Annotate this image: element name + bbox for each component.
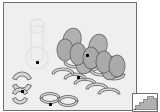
Polygon shape: [58, 96, 78, 101]
Ellipse shape: [83, 47, 99, 69]
Polygon shape: [58, 101, 78, 107]
Polygon shape: [40, 98, 60, 103]
Polygon shape: [74, 78, 96, 84]
FancyBboxPatch shape: [3, 2, 136, 110]
Polygon shape: [98, 88, 120, 94]
Ellipse shape: [57, 39, 73, 61]
Polygon shape: [12, 98, 28, 104]
Polygon shape: [77, 66, 99, 72]
Ellipse shape: [102, 56, 120, 80]
Polygon shape: [13, 72, 31, 80]
Ellipse shape: [63, 28, 81, 52]
FancyBboxPatch shape: [132, 93, 157, 111]
Ellipse shape: [89, 34, 107, 58]
Polygon shape: [64, 73, 86, 79]
Polygon shape: [86, 83, 108, 89]
Polygon shape: [90, 70, 112, 76]
Polygon shape: [52, 68, 74, 74]
Polygon shape: [64, 62, 86, 68]
Polygon shape: [103, 74, 125, 80]
Polygon shape: [40, 93, 60, 98]
Polygon shape: [133, 96, 156, 109]
Polygon shape: [13, 84, 31, 92]
Ellipse shape: [96, 51, 112, 73]
Polygon shape: [12, 88, 28, 94]
Ellipse shape: [76, 50, 94, 74]
Ellipse shape: [70, 43, 86, 65]
Ellipse shape: [109, 55, 125, 77]
